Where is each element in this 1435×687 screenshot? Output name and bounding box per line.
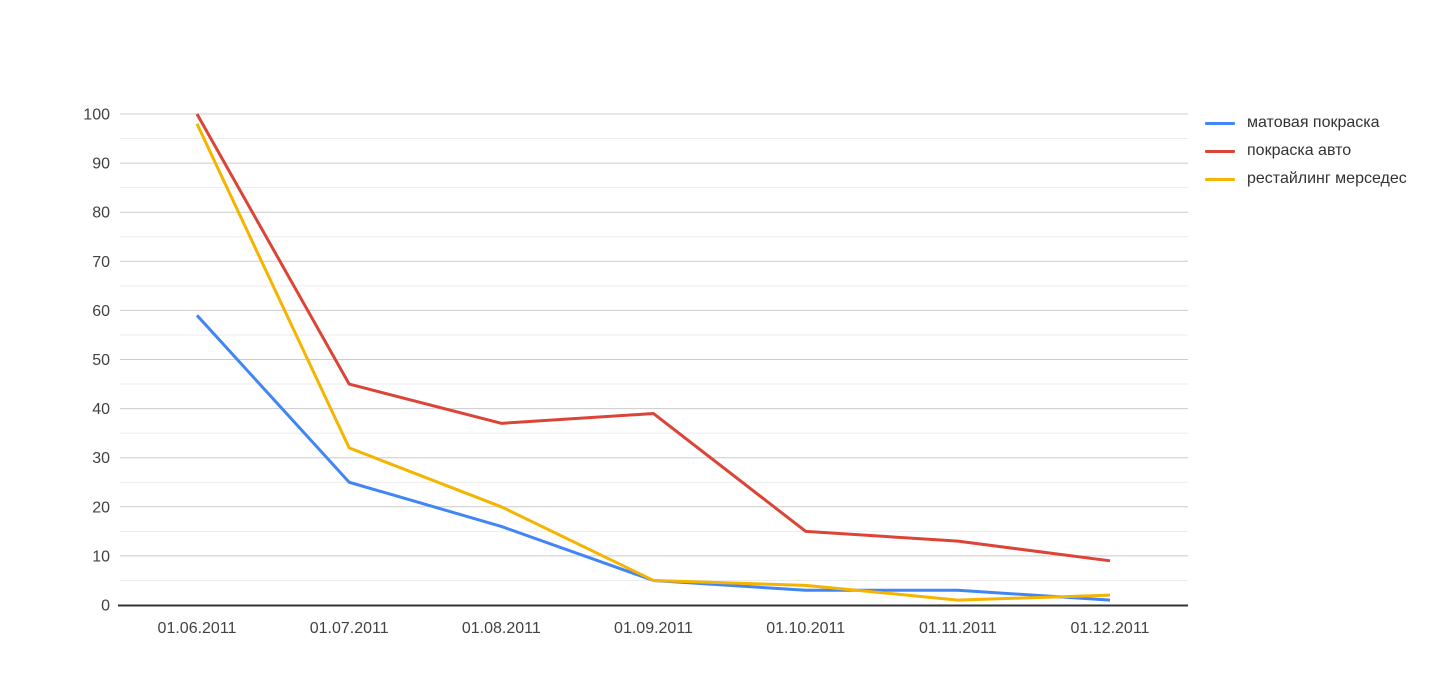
chart-legend: матовая покраска покраска авто рестайлин… (1205, 109, 1407, 193)
x-tick-label: 01.06.2011 (158, 620, 237, 637)
legend-swatch-icon (1205, 121, 1235, 125)
x-tick-label: 01.07.2011 (310, 620, 389, 637)
x-tick-label: 01.10.2011 (766, 620, 845, 637)
y-tick-label: 50 (92, 352, 110, 369)
legend-label: рестайлинг мерседес (1247, 170, 1407, 187)
legend-swatch-icon (1205, 177, 1235, 181)
x-tick-label: 01.09.2011 (614, 620, 693, 637)
y-tick-label: 80 (92, 205, 110, 222)
y-tick-label: 30 (92, 450, 110, 467)
y-tick-label: 100 (83, 107, 110, 124)
y-tick-label: 60 (92, 303, 110, 320)
y-tick-label: 40 (92, 401, 110, 418)
legend-item: матовая покраска (1205, 109, 1407, 137)
y-tick-label: 90 (92, 156, 110, 173)
legend-item: покраска авто (1205, 137, 1407, 165)
legend-label: покраска авто (1247, 142, 1352, 159)
series-line-1[interactable] (195, 113, 1111, 563)
y-tick-label: 20 (92, 499, 110, 516)
legend-item: рестайлинг мерседес (1205, 165, 1407, 193)
legend-swatch-icon (1205, 149, 1235, 153)
series-line-2[interactable] (195, 123, 1111, 602)
x-tick-label: 01.12.2011 (1071, 620, 1150, 637)
y-tick-label: 70 (92, 254, 110, 271)
x-tick-label: 01.08.2011 (462, 620, 541, 637)
y-tick-label: 0 (101, 598, 110, 615)
y-tick-label: 10 (92, 548, 110, 565)
legend-label: матовая покраска (1247, 114, 1380, 131)
x-tick-label: 01.11.2011 (919, 620, 997, 637)
